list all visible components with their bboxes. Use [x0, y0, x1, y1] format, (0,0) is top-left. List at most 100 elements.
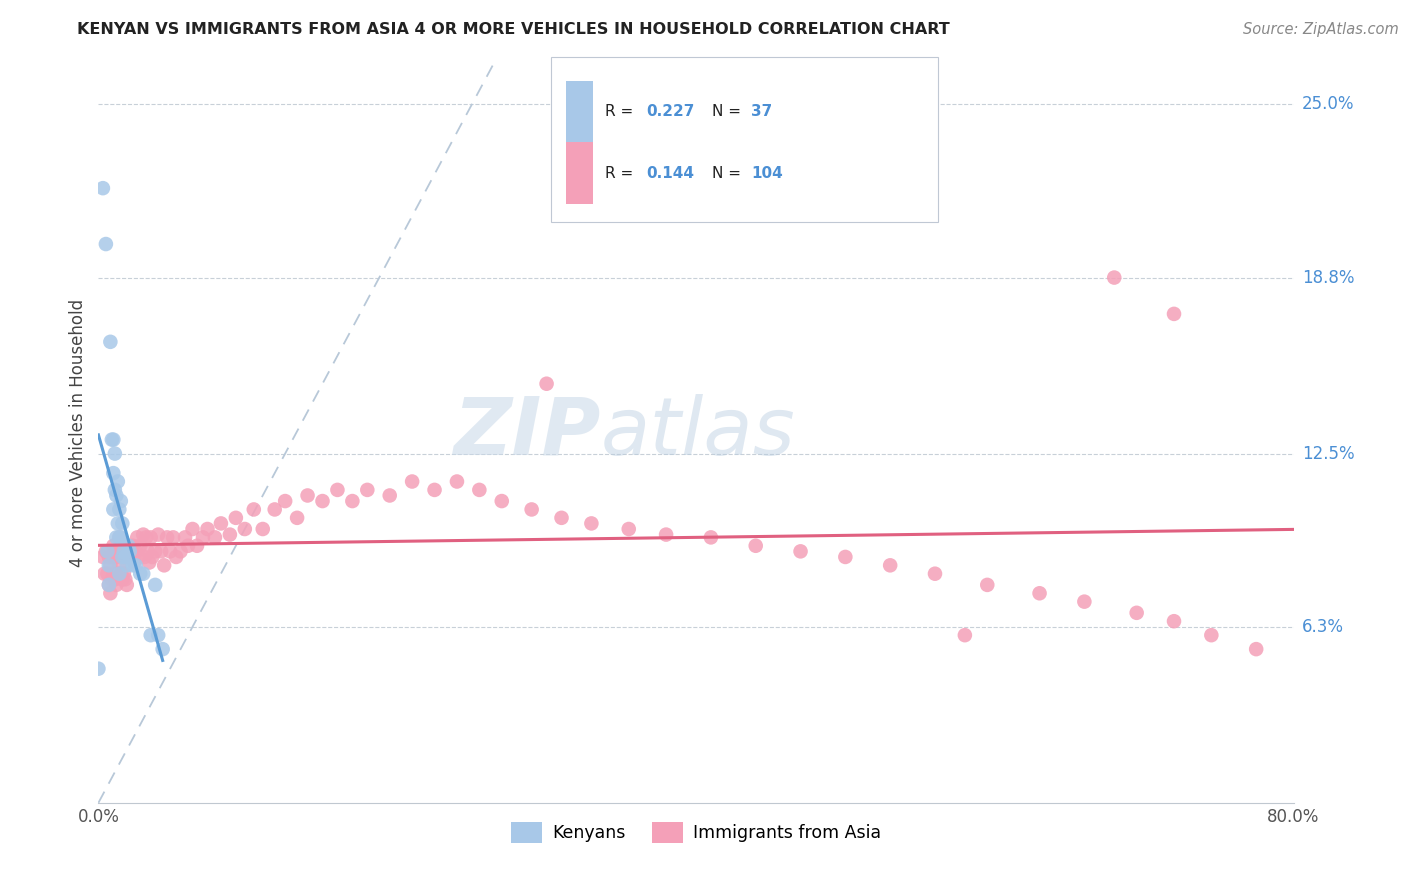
- Point: [148, 527, 170, 541]
- Point: [225, 511, 247, 525]
- Point: [127, 530, 149, 544]
- Point: [148, 628, 170, 642]
- Point: [97, 558, 120, 573]
- Point: [1073, 594, 1095, 608]
- Point: [97, 578, 120, 592]
- Point: [143, 578, 166, 592]
- Legend: Kenyans, Immigrants from Asia: Kenyans, Immigrants from Asia: [503, 814, 889, 850]
- Point: [169, 544, 191, 558]
- Point: [143, 544, 166, 558]
- Point: [101, 572, 124, 586]
- Point: [104, 544, 127, 558]
- Text: 6.3%: 6.3%: [1302, 618, 1344, 636]
- Text: 37: 37: [751, 104, 772, 120]
- Point: [700, 530, 723, 544]
- Text: 12.5%: 12.5%: [1302, 444, 1354, 463]
- Point: [204, 530, 226, 544]
- Point: [105, 578, 128, 592]
- Point: [342, 494, 364, 508]
- Point: [1163, 307, 1185, 321]
- Point: [87, 662, 110, 676]
- Point: [105, 530, 128, 544]
- Point: [789, 544, 811, 558]
- Text: 18.8%: 18.8%: [1302, 268, 1354, 286]
- Text: N =: N =: [713, 166, 747, 180]
- Point: [120, 549, 142, 564]
- Bar: [567, 81, 593, 143]
- Point: [1104, 270, 1126, 285]
- Point: [197, 522, 219, 536]
- Point: [110, 494, 132, 508]
- Point: [976, 578, 998, 592]
- Point: [111, 516, 134, 531]
- Point: [141, 549, 163, 564]
- Point: [103, 502, 125, 516]
- Point: [91, 181, 114, 195]
- Point: [96, 566, 118, 581]
- Point: [93, 566, 115, 581]
- Point: [181, 522, 204, 536]
- Point: [111, 544, 134, 558]
- Point: [94, 544, 117, 558]
- Point: [191, 530, 214, 544]
- Point: [110, 539, 132, 553]
- Point: [114, 544, 136, 558]
- Text: 25.0%: 25.0%: [1302, 95, 1354, 113]
- Point: [121, 539, 143, 553]
- Point: [745, 539, 768, 553]
- Point: [112, 544, 135, 558]
- Point: [150, 544, 173, 558]
- Point: [174, 530, 197, 544]
- Point: [177, 539, 200, 553]
- Point: [124, 556, 146, 570]
- Point: [139, 530, 162, 544]
- Point: [285, 511, 308, 525]
- Point: [311, 494, 333, 508]
- Point: [108, 566, 131, 581]
- Point: [98, 334, 122, 349]
- Point: [152, 642, 174, 657]
- Point: [132, 566, 155, 581]
- Point: [1201, 628, 1223, 642]
- Point: [114, 572, 136, 586]
- Point: [115, 549, 138, 564]
- Y-axis label: 4 or more Vehicles in Household: 4 or more Vehicles in Household: [69, 299, 87, 566]
- Text: 0.227: 0.227: [647, 104, 695, 120]
- Point: [165, 549, 187, 564]
- Point: [263, 502, 285, 516]
- Point: [115, 578, 138, 592]
- Point: [1125, 606, 1147, 620]
- Text: ZIP: ZIP: [453, 393, 600, 472]
- Point: [112, 566, 135, 581]
- Point: [110, 530, 132, 544]
- Point: [153, 558, 176, 573]
- Point: [117, 539, 139, 553]
- Point: [159, 544, 181, 558]
- Point: [118, 544, 141, 558]
- Point: [94, 237, 117, 252]
- Point: [104, 572, 127, 586]
- Point: [111, 572, 134, 586]
- Point: [924, 566, 946, 581]
- Point: [138, 556, 160, 570]
- Text: N =: N =: [713, 104, 747, 120]
- Point: [209, 516, 232, 531]
- Point: [111, 549, 134, 564]
- Point: [108, 530, 131, 544]
- Point: [103, 433, 125, 447]
- Point: [128, 549, 150, 564]
- Point: [103, 539, 125, 553]
- Point: [136, 544, 159, 558]
- Point: [107, 544, 129, 558]
- Point: [101, 433, 124, 447]
- Point: [134, 549, 156, 564]
- Point: [468, 483, 491, 497]
- FancyBboxPatch shape: [551, 57, 938, 222]
- Point: [491, 494, 513, 508]
- Point: [107, 516, 129, 531]
- Point: [118, 544, 141, 558]
- Point: [97, 549, 120, 564]
- Point: [108, 530, 131, 544]
- Point: [121, 558, 143, 573]
- Point: [117, 539, 139, 553]
